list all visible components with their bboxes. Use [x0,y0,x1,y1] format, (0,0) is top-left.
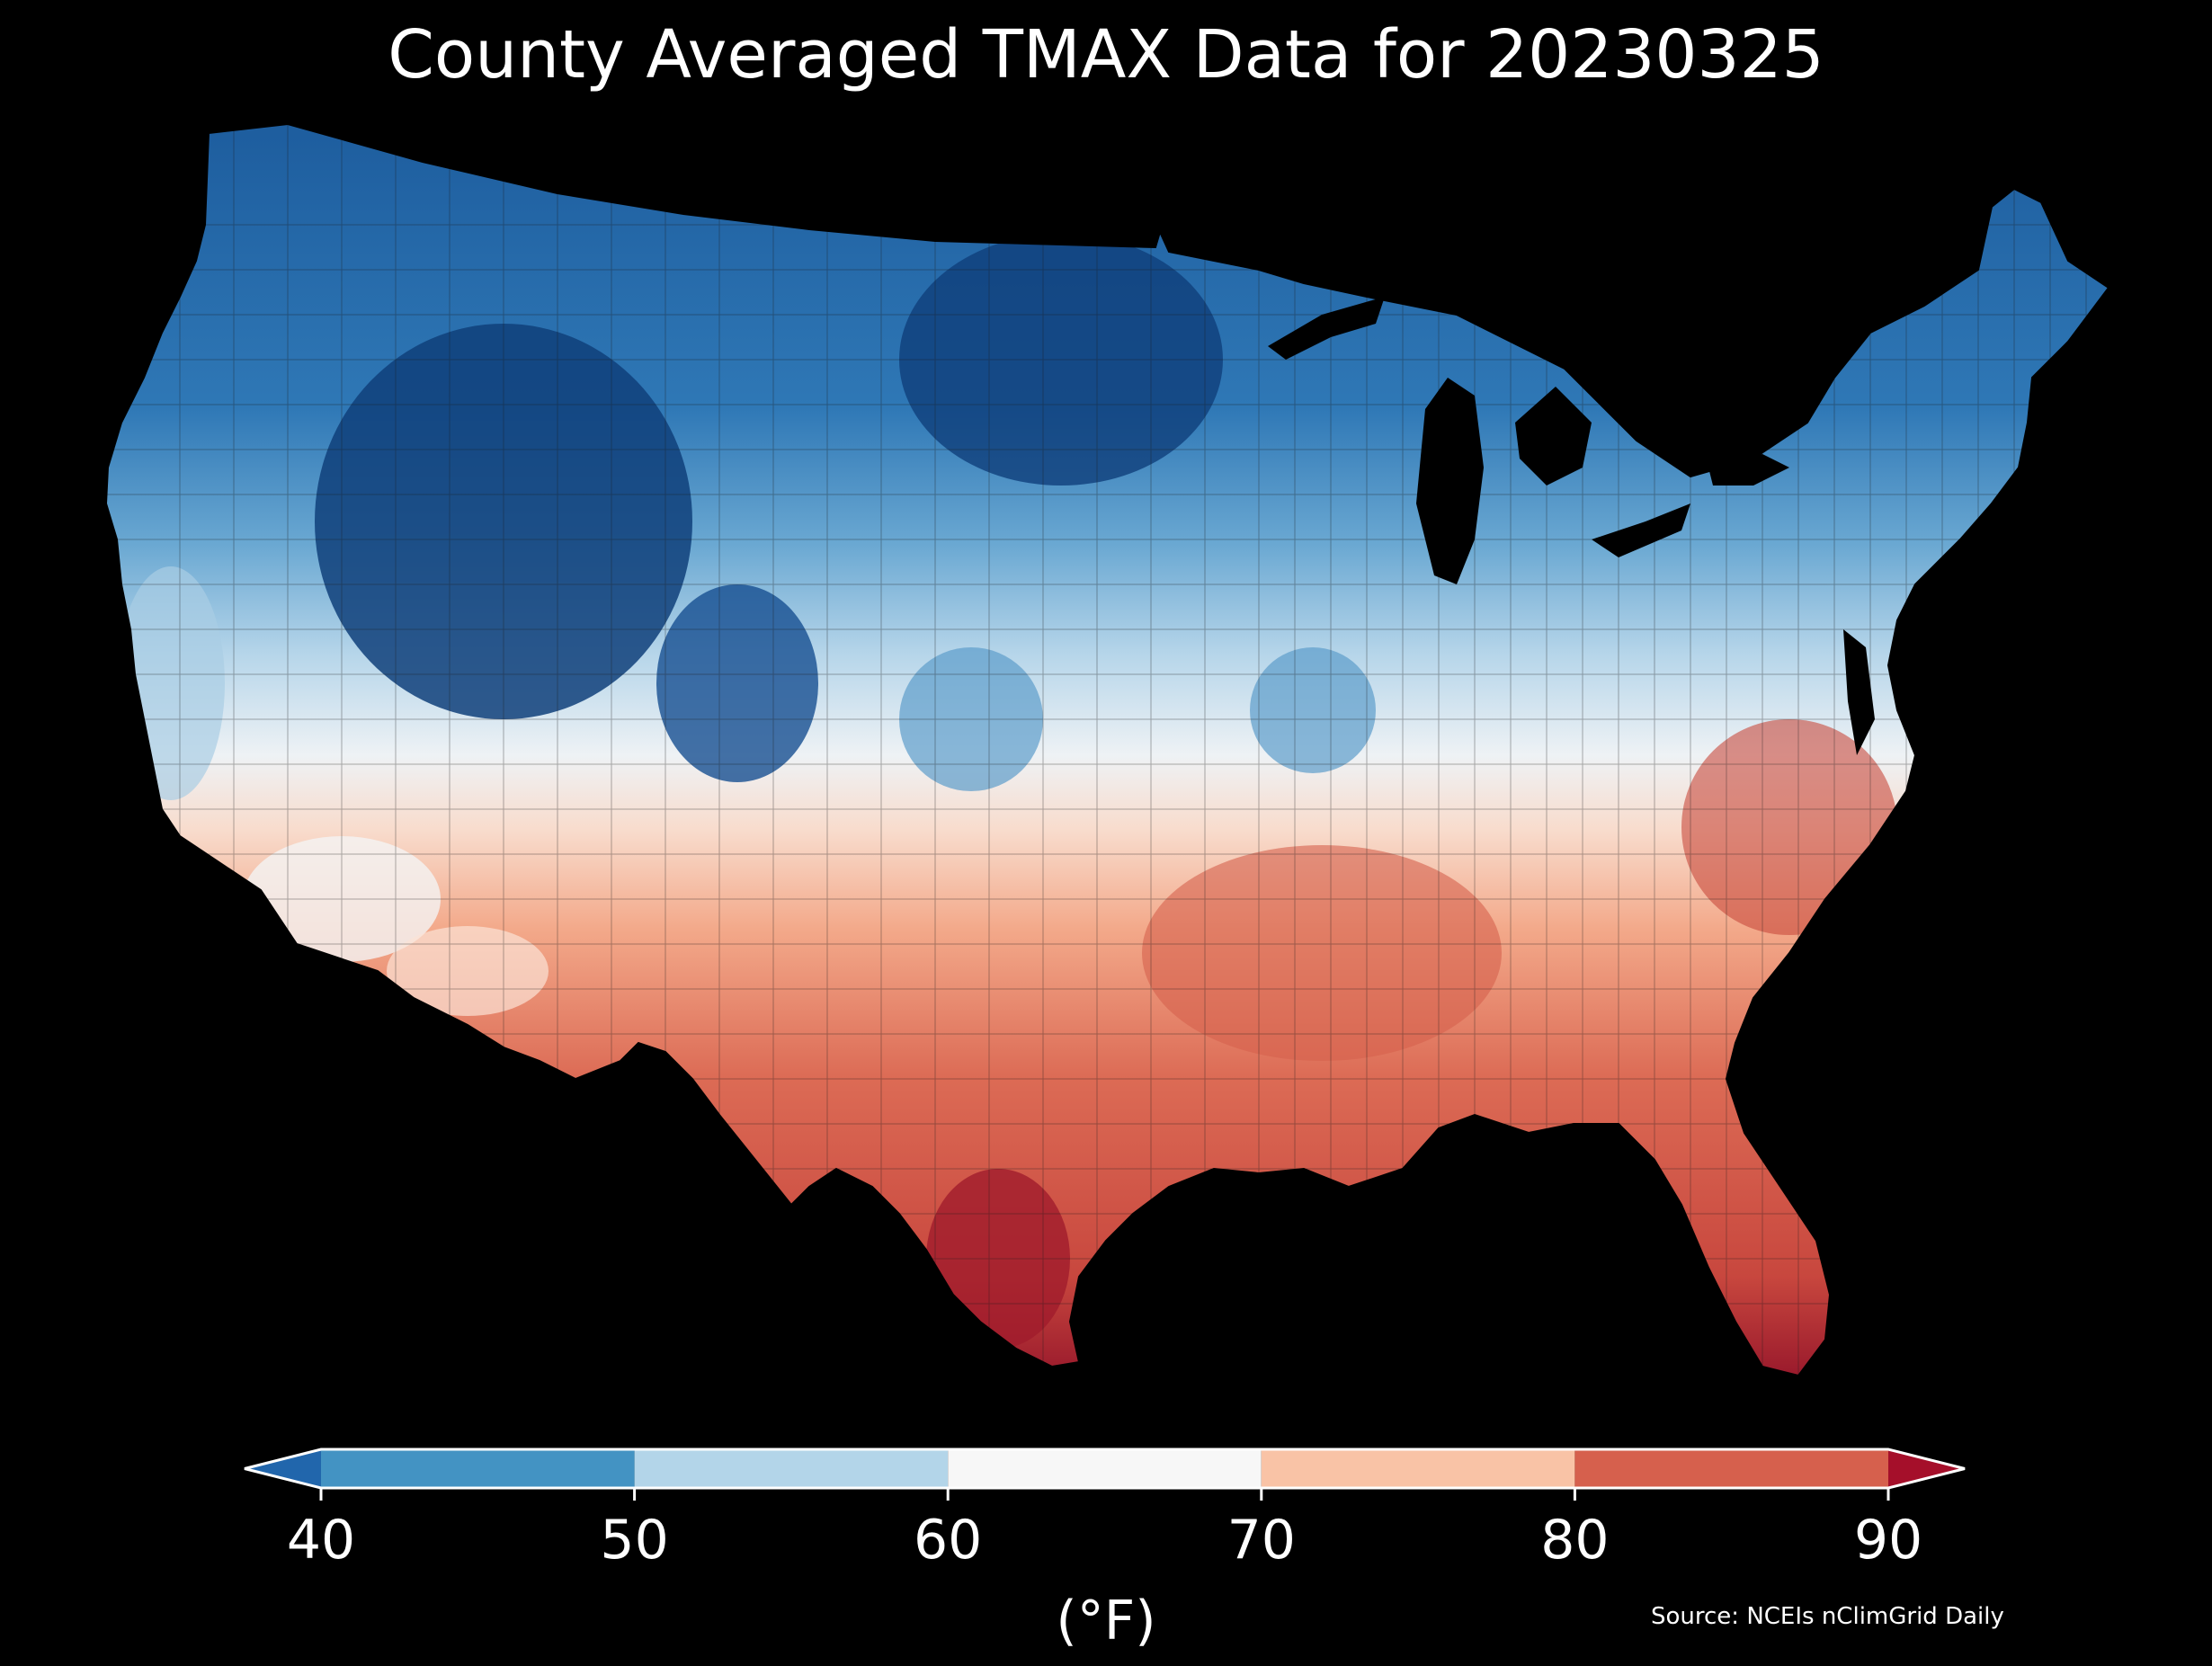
colorbar-tick-label: 80 [1540,1509,1610,1572]
colorbar-bin-80-90 [1574,1449,1888,1488]
colorbar-unit-label: (°F) [1056,1590,1156,1653]
colorbar-extend-low [245,1449,321,1488]
colorbar-bin-40-50 [321,1449,635,1488]
map-title: County Averaged TMAX Data for 20230325 [388,16,1824,94]
colorbar-extend-high [1888,1449,1965,1488]
colorbar-bin-70-80 [1261,1449,1575,1488]
colorbar-tick-label: 60 [914,1509,983,1572]
source-label: Source: NCEIs nClimGrid Daily [1651,1603,2004,1630]
colorbar-tick-label: 40 [286,1509,356,1572]
colorbar-bin-50-60 [634,1449,949,1488]
colorbar-tick-label: 70 [1226,1509,1296,1572]
great-lakes [1268,297,1875,755]
colorbar-tick-label: 50 [600,1509,669,1572]
colorbar-tick-label: 90 [1853,1509,1923,1572]
colorbar-bin-60-70 [948,1449,1262,1488]
